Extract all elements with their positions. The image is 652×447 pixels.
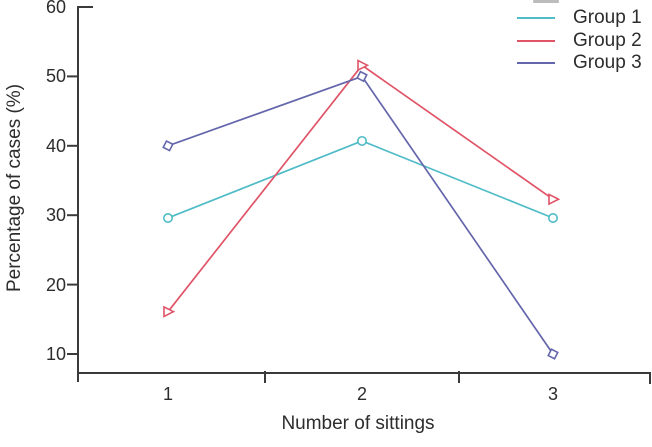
legend-label-group-2: Group 2 (573, 29, 642, 51)
legend-item-group-1: Group 1 (517, 7, 642, 30)
y-axis-title: Percentage of cases (%) (4, 83, 25, 293)
x-tick-label: 1 (162, 384, 173, 404)
y-tick-label: 10 (45, 344, 66, 364)
legend-item-group-2: Group 2 (517, 30, 642, 53)
y-tick-label: 50 (45, 66, 66, 87)
x-tick-label: 3 (547, 384, 558, 404)
legend-line-swatch-group-2 (517, 39, 555, 42)
crop-artifact (533, 0, 559, 3)
y-tick-label: 40 (45, 135, 66, 156)
y-tick-label: 20 (45, 274, 66, 295)
y-tick-label: 30 (45, 205, 66, 226)
x-tick-label: 2 (356, 384, 367, 404)
legend-line-swatch-group-3 (517, 62, 555, 65)
legend-line-swatch-group-1 (517, 17, 555, 20)
legend-label-group-1: Group 1 (573, 7, 642, 29)
x-axis-title: Number of sittings (281, 413, 435, 434)
legend-label-group-3: Group 3 (573, 52, 642, 74)
legend-item-group-3: Group 3 (517, 52, 642, 75)
legend: Group 1 Group 2 Group 3 (517, 7, 642, 75)
y-tick-label: 60 (45, 0, 66, 17)
